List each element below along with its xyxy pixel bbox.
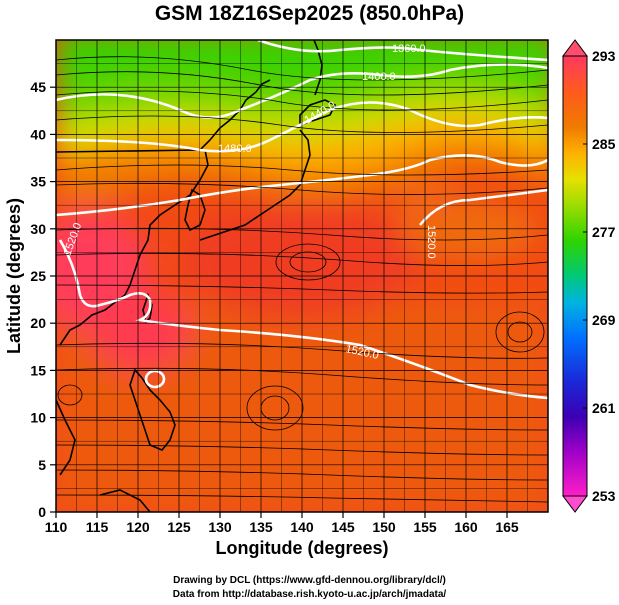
contour-label-1480: 1480.0 [218,143,252,155]
geopotential-contours [56,40,548,400]
x-tick-label: 150 [372,519,396,535]
x-tick-label: 115 [86,519,109,535]
colorbar-tick-label: 269 [592,312,616,328]
colorbar-ticks: 293 285 277 269 261 253 [583,48,616,504]
y-tick-label: 0 [38,504,46,520]
contour-1480 [56,154,548,217]
y-tick-label: 5 [38,457,46,473]
colorbar-tick-label: 253 [592,488,616,504]
x-tick-label: 135 [249,519,273,535]
contour-1440 [56,101,548,153]
coastline-sakhalin [313,40,323,96]
temperature-field [56,40,548,512]
coastline-philippines [129,368,176,451]
credit-drawing: Drawing by DCL (https://www.gfd-dennou.o… [173,575,446,586]
y-tick-label: 30 [30,221,46,237]
x-tick-label: 110 [45,519,68,535]
colorbar-top-arrow [562,39,588,57]
x-tick-label: 125 [167,519,191,535]
colorbar-bottom-arrow [562,495,588,513]
colorbar-tick-label: 277 [592,224,616,240]
lat-lon-grid [55,40,548,513]
contour-label-1520-east: 1520.0 [425,225,437,259]
coastline-korea [184,188,206,232]
y-tick-label: 20 [30,315,46,331]
y-tick-label: 35 [30,174,46,190]
contour-label-1360: 1360.0 [392,43,426,55]
x-tick-label: 165 [495,519,519,535]
contour-1520-east [418,188,548,226]
colorbar-tick-label: 261 [592,400,616,416]
x-tick-label: 155 [413,519,437,535]
contour-low-philippines [144,369,166,389]
credit-data: Data from http://database.rish.kyoto-u.a… [172,589,447,600]
x-tick-label: 130 [208,519,232,535]
contour-1520-north [58,239,548,400]
x-tick-label: 145 [331,519,355,535]
y-tick-label: 10 [30,410,46,426]
y-axis: 0 5 10 15 20 25 30 35 40 45 [30,79,56,520]
chart-title: GSM 18Z16Sep2025 (850.0hPa) [154,2,465,25]
x-axis-label: Longitude (degrees) [215,538,388,558]
contour-1360 [257,40,548,62]
x-tick-label: 160 [454,519,478,535]
y-axis-label: Latitude (degrees) [4,198,24,354]
colorbar-tick-label: 293 [592,48,616,64]
coastline-japan-honshu [199,129,311,241]
x-tick-label: 120 [126,519,150,535]
contour-1400 [56,63,548,119]
colorbar-tick-label: 285 [592,136,616,152]
wind-streamlines [56,56,548,503]
y-tick-label: 40 [30,126,46,142]
y-tick-label: 15 [30,362,46,378]
contour-label-1400: 1400.0 [362,71,396,83]
colorbar-scale [562,55,588,497]
x-tick-label: 140 [290,519,314,535]
y-tick-label: 45 [30,79,46,95]
x-axis: 110 115 120 125 130 135 140 145 150 155 160 165 [45,512,519,535]
colorbar: 293 285 277 269 261 253 [562,39,616,513]
y-tick-label: 25 [30,268,46,284]
